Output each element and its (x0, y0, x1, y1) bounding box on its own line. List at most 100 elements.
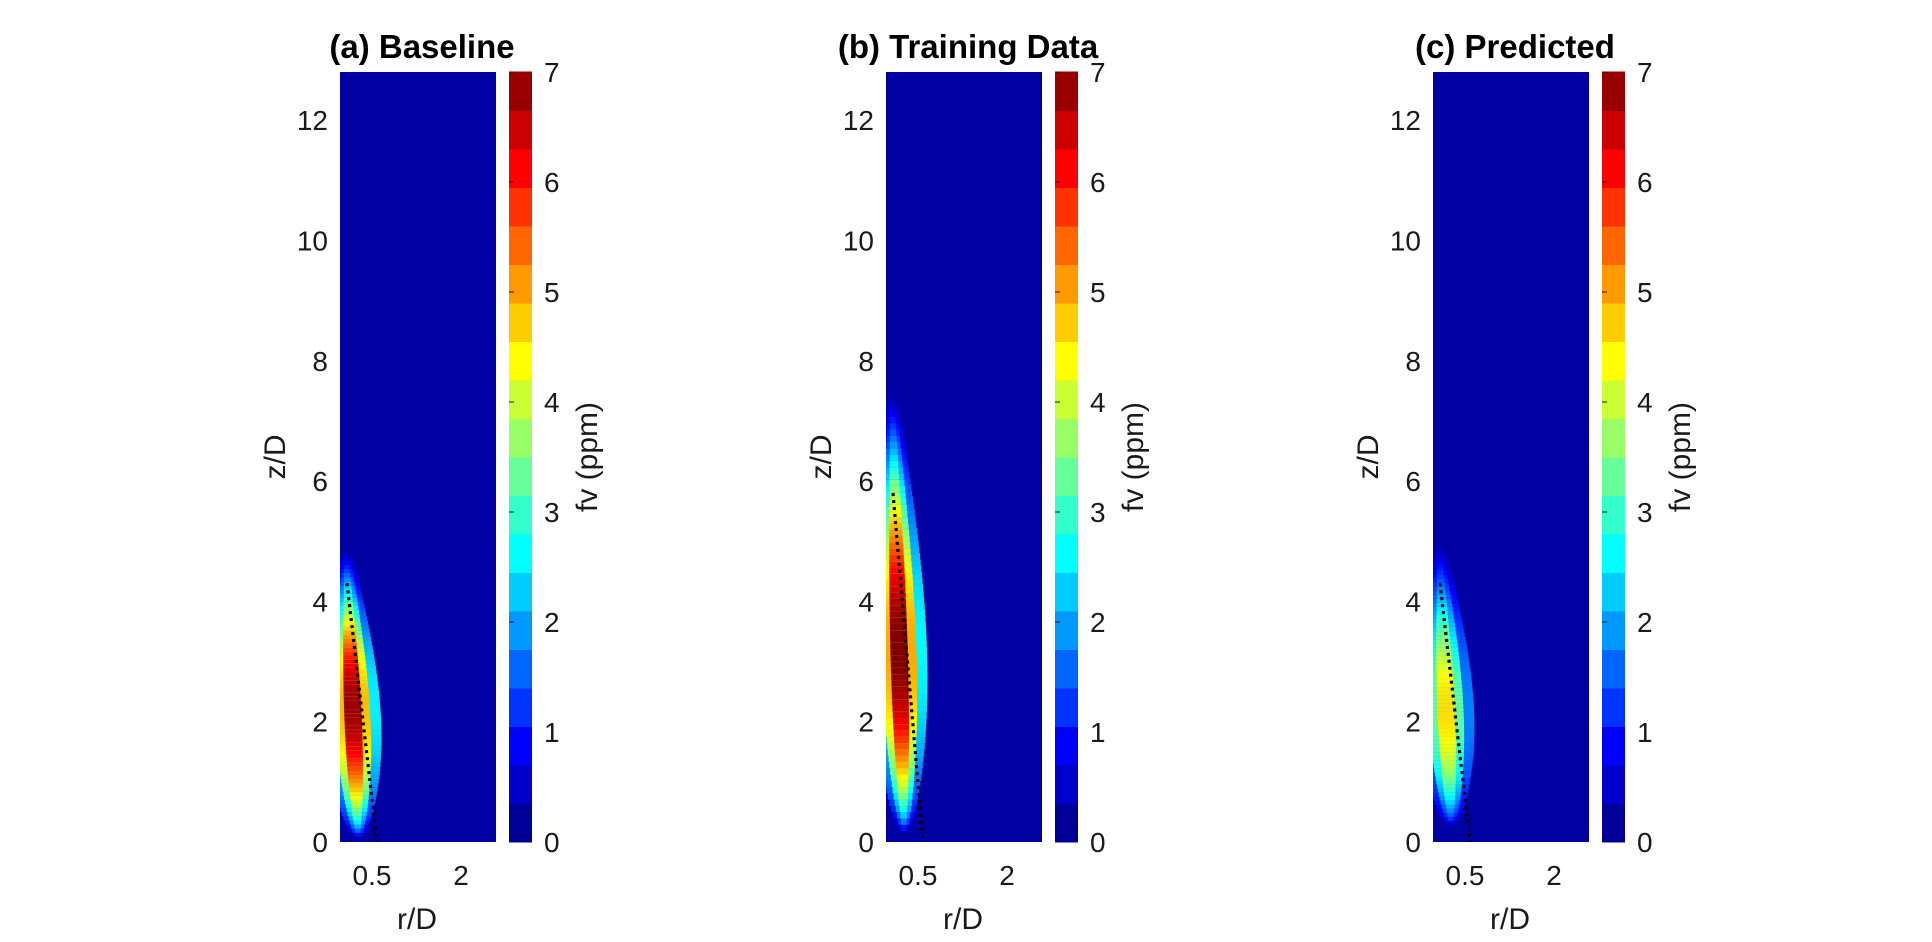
colorbar-tick-label: 5 (1637, 277, 1653, 308)
colorbar-segment (1055, 187, 1078, 227)
y-tick-label: 0 (858, 827, 874, 858)
colorbar-segment (1055, 610, 1078, 650)
colorbar-segment (509, 225, 532, 265)
colorbar: 0 1 2 3 4 5 6 7 fv (ppm) (509, 57, 604, 858)
colorbar-segment (1055, 687, 1078, 727)
colorbar-segment (509, 379, 532, 419)
colorbar-tick-label: 7 (1090, 57, 1106, 88)
colorbar-segment (509, 726, 532, 766)
colorbar-segment (509, 418, 532, 458)
y-axis-label: z/D (259, 435, 292, 480)
colorbar-segment (509, 456, 532, 496)
colorbar-segment (1602, 187, 1625, 227)
colorbar-segment (1602, 225, 1625, 265)
y-axis-label: z/D (805, 435, 838, 480)
x-axis-label: r/D (1490, 903, 1530, 936)
y-tick-label: 2 (1405, 707, 1421, 738)
y-tick-label: 0 (312, 827, 328, 858)
colorbar-segment (1602, 379, 1625, 419)
colorbar-segment (1602, 110, 1625, 150)
colorbar-segment (1055, 379, 1078, 419)
colorbar-label: fv (ppm) (571, 402, 604, 512)
colorbar-segment (1055, 495, 1078, 535)
colorbar-segment (1055, 764, 1078, 804)
y-axis-label: z/D (1352, 435, 1385, 480)
y-tick-label: 12 (297, 105, 328, 136)
colorbar-tick-label: 7 (1637, 57, 1653, 88)
y-tick-label: 10 (297, 225, 328, 256)
colorbar-tick-label: 0 (1090, 827, 1106, 858)
colorbar-segment (1055, 726, 1078, 766)
colorbar-tick-label: 7 (544, 57, 560, 88)
colorbar-segment (1055, 264, 1078, 304)
panel-title: (a) Baseline (329, 28, 514, 65)
colorbar-tick-label: 5 (1090, 277, 1106, 308)
colorbar-segment (1602, 495, 1625, 535)
y-tick-label: 12 (1390, 105, 1421, 136)
x-tick-label: 2 (999, 860, 1015, 891)
x-tick-label: 2 (1546, 860, 1562, 891)
colorbar-segment (1055, 225, 1078, 265)
y-tick-label: 10 (1390, 225, 1421, 256)
colorbar-segment (509, 187, 532, 227)
colorbar-segment (1602, 264, 1625, 304)
colorbar-label: fv (ppm) (1664, 402, 1697, 512)
colorbar-segment (509, 264, 532, 304)
colorbar-segment (509, 803, 532, 843)
colorbar-tick-label: 2 (544, 607, 560, 638)
colorbar-segment (1602, 726, 1625, 766)
colorbar-segment (509, 610, 532, 650)
colorbar-tick-label: 6 (544, 167, 560, 198)
colorbar-segment (1055, 572, 1078, 612)
colorbar-segment (509, 302, 532, 342)
x-tick-label: 0.5 (899, 860, 938, 891)
colorbar-segment (1055, 71, 1078, 111)
colorbar-tick-label: 5 (544, 277, 560, 308)
colorbar-segment (1055, 649, 1078, 689)
colorbar-segment (1602, 418, 1625, 458)
soot-plume (340, 546, 382, 837)
dotted-line (1438, 583, 1472, 842)
colorbar-segment (509, 649, 532, 689)
y-tick-label: 10 (843, 225, 874, 256)
colorbar-tick-label: 1 (1637, 717, 1653, 748)
y-tick-label: 8 (858, 346, 874, 377)
y-tick-label: 4 (1405, 586, 1421, 617)
colorbar: 0 1 2 3 4 5 6 7 fv (ppm) (1055, 57, 1150, 858)
colorbar-tick-label: 0 (544, 827, 560, 858)
y-tick-label: 2 (312, 707, 328, 738)
y-tick-label: 4 (858, 586, 874, 617)
colorbar-segment (1055, 456, 1078, 496)
x-tick-label: 0.5 (353, 860, 392, 891)
colorbar-segment (1602, 572, 1625, 612)
y-tick-label: 12 (843, 105, 874, 136)
y-tick-label: 8 (1405, 346, 1421, 377)
x-axis-label: r/D (397, 903, 437, 936)
colorbar-segment (1602, 302, 1625, 342)
colorbar-segment (1055, 418, 1078, 458)
colorbar-segment (509, 110, 532, 150)
colorbar-tick-label: 1 (544, 717, 560, 748)
y-tick-label: 0 (1405, 827, 1421, 858)
colorbar-segment (509, 71, 532, 111)
colorbar-segment (509, 341, 532, 381)
colorbar-segment (509, 764, 532, 804)
y-tick-label: 6 (858, 466, 874, 497)
colorbar-tick-label: 6 (1090, 167, 1106, 198)
x-tick-label: 0.5 (1446, 860, 1485, 891)
colorbar-segment (1055, 533, 1078, 573)
colorbar-segment (1602, 687, 1625, 727)
colorbar-tick-label: 1 (1090, 717, 1106, 748)
soot-plume (886, 389, 928, 831)
dotted-line (345, 583, 379, 842)
colorbar-tick-label: 3 (1090, 497, 1106, 528)
colorbar-segment (509, 495, 532, 535)
colorbar-segment (1055, 341, 1078, 381)
panel-title: (b) Training Data (838, 28, 1099, 65)
y-tick-label: 6 (1405, 466, 1421, 497)
colorbar-tick-label: 2 (1090, 607, 1106, 638)
